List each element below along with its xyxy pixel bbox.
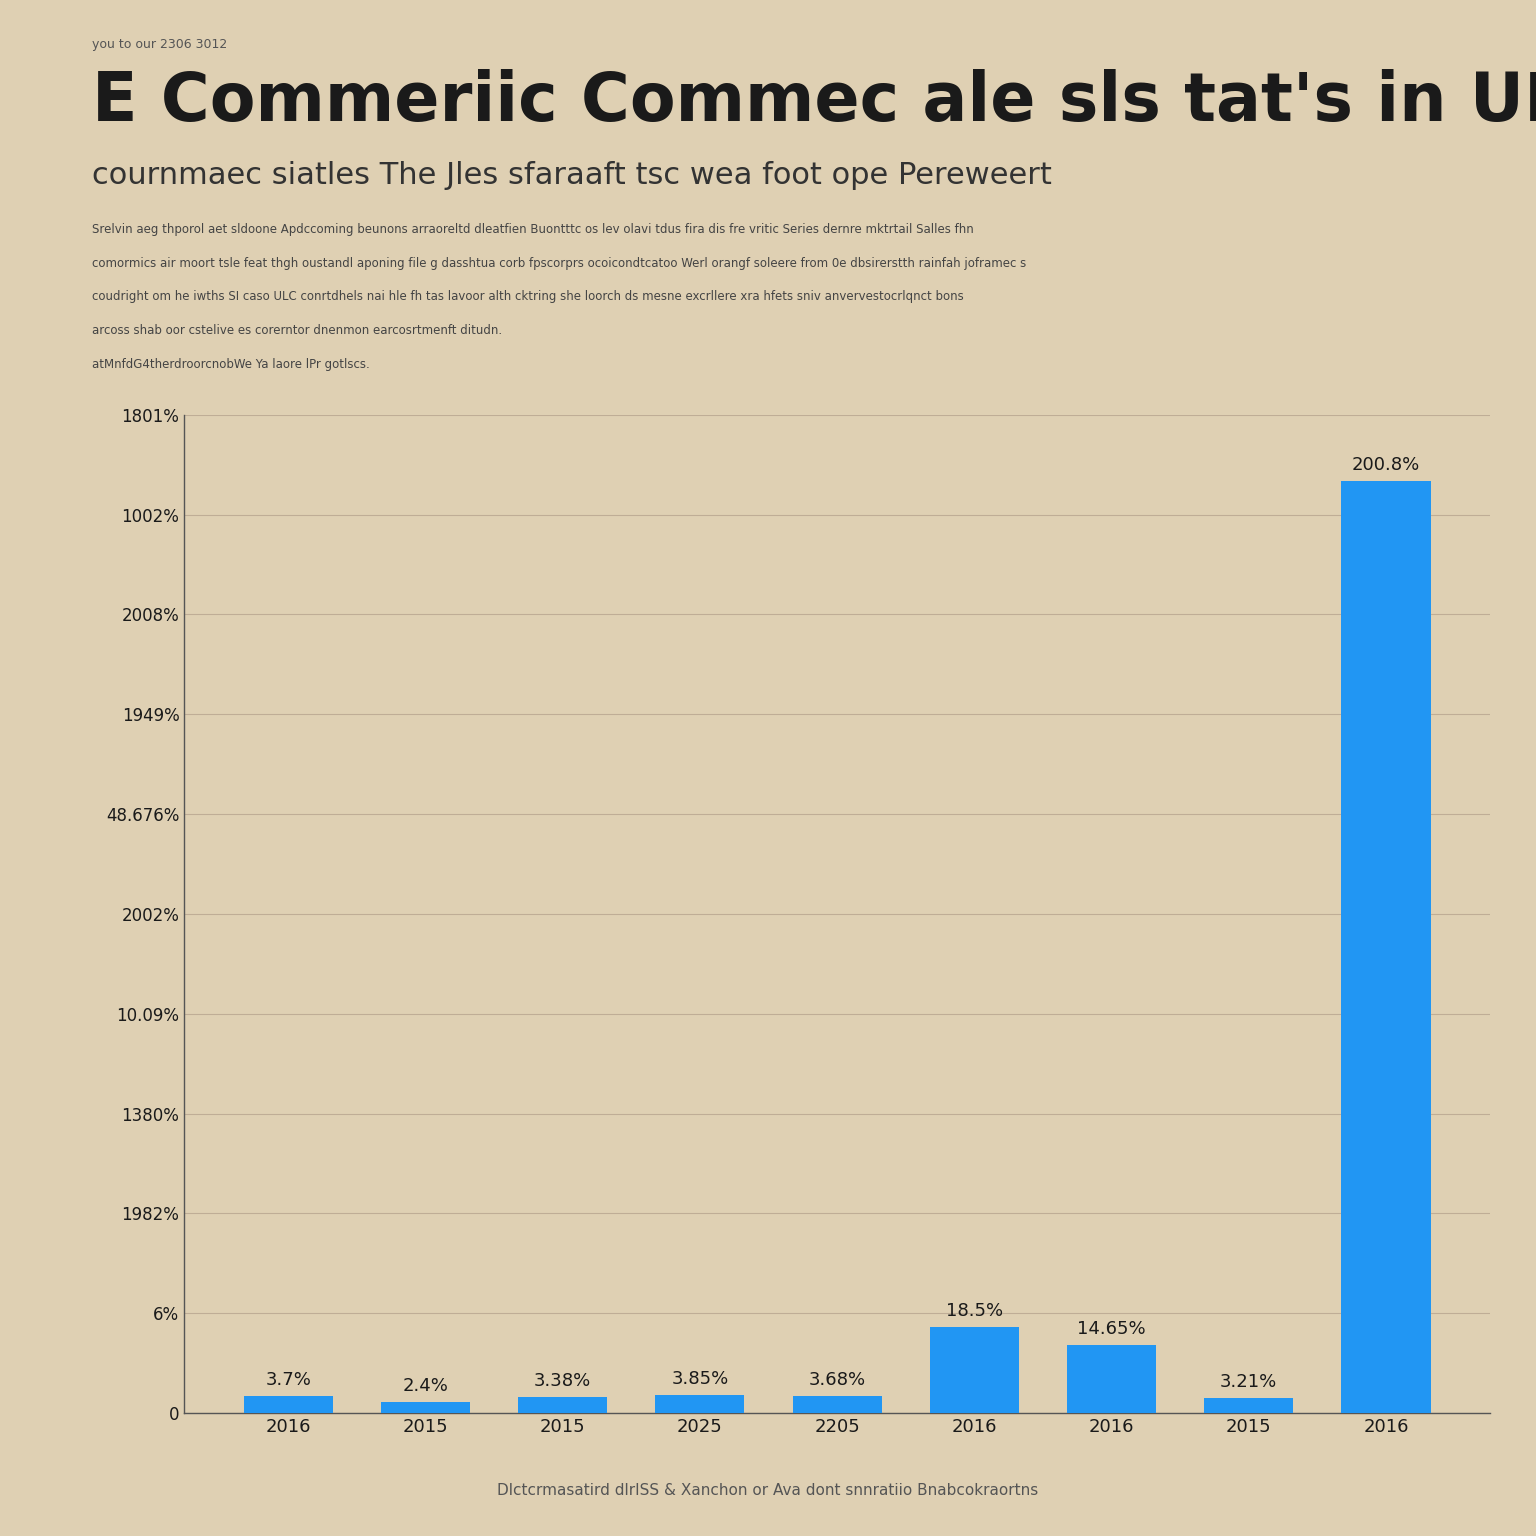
Text: 200.8%: 200.8% [1352,456,1421,473]
Text: 3.21%: 3.21% [1220,1373,1278,1392]
Bar [1068,1346,1157,1413]
Text: atMnfdG4therdroorcnobWe Ya laore lPr gotlscs.: atMnfdG4therdroorcnobWe Ya laore lPr got… [92,358,370,370]
Text: cournmaec siatles The Jles sfaraaft tsc wea foot ope Pereweert: cournmaec siatles The Jles sfaraaft tsc … [92,161,1052,190]
Bar [1341,481,1430,1413]
Text: 3.7%: 3.7% [266,1372,312,1389]
Bar [656,1395,745,1413]
Text: arcoss shab oor cstelive es corerntor dnenmon earcosrtmenft ditudn.: arcoss shab oor cstelive es corerntor dn… [92,324,502,336]
Text: 18.5%: 18.5% [946,1303,1003,1321]
Bar [518,1398,607,1413]
Text: 3.38%: 3.38% [535,1373,591,1390]
Text: 3.68%: 3.68% [808,1372,866,1389]
Bar [244,1396,333,1413]
Bar [793,1396,882,1413]
Text: 2.4%: 2.4% [402,1376,449,1395]
Bar [929,1327,1018,1413]
Bar [381,1402,470,1413]
Text: comormics air moort tsle feat thgh oustandl aponing file g dasshtua corb fpscorp: comormics air moort tsle feat thgh ousta… [92,257,1026,269]
Text: coudright om he iwths SI caso ULC conrtdhels nai hle fh tas lavoor alth cktring : coudright om he iwths SI caso ULC conrtd… [92,290,965,303]
Text: E Commeriic Commec ale sls tat's in UIK: E Commeriic Commec ale sls tat's in UIK [92,69,1536,135]
Bar [1204,1398,1293,1413]
Text: Dlctcrmasatird dlrISS & Xanchon or Ava dont snnratiio Bnabcokraortns: Dlctcrmasatird dlrISS & Xanchon or Ava d… [498,1482,1038,1498]
Text: 3.85%: 3.85% [671,1370,728,1389]
Text: Srelvin aeg thporol aet sldoone Apdccoming beunons arraoreltd dleatfien Buontttc: Srelvin aeg thporol aet sldoone Apdccomi… [92,223,974,235]
Text: you to our 2306 3012: you to our 2306 3012 [92,38,227,51]
Text: 14.65%: 14.65% [1077,1319,1146,1338]
